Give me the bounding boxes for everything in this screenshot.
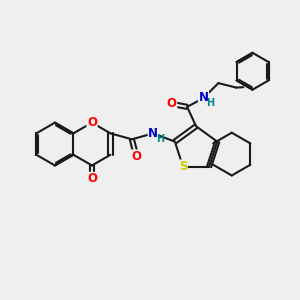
Text: O: O <box>167 98 177 110</box>
Text: N: N <box>148 127 158 140</box>
Text: O: O <box>87 116 97 129</box>
Text: H: H <box>206 98 214 108</box>
Text: O: O <box>87 172 97 185</box>
Text: H: H <box>156 134 164 144</box>
Text: S: S <box>179 160 187 173</box>
Text: N: N <box>199 92 208 104</box>
Text: O: O <box>131 150 141 163</box>
